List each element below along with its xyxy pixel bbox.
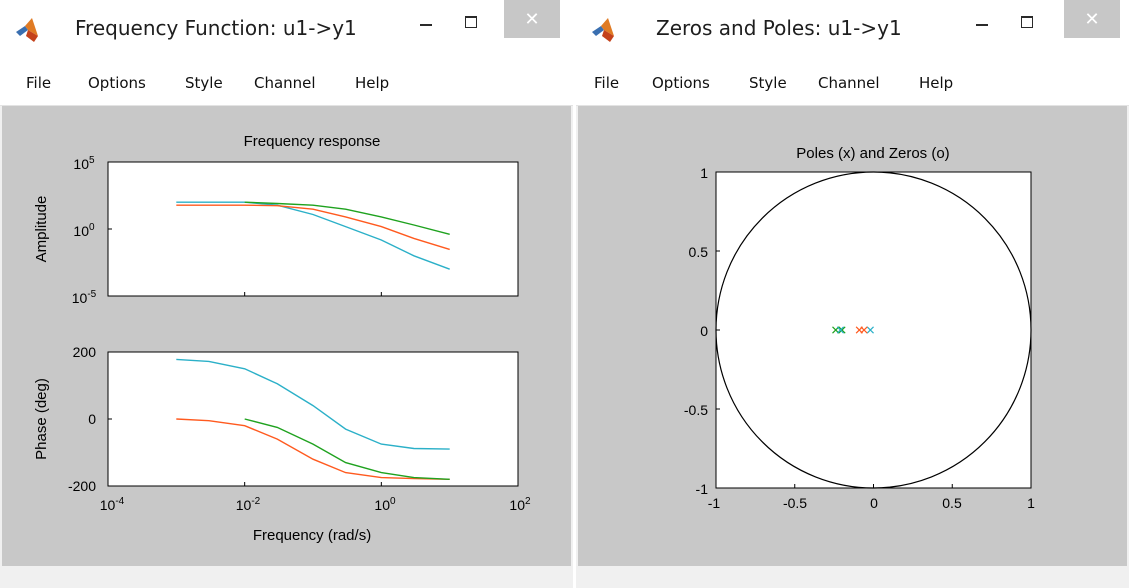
minimize-icon	[420, 24, 432, 26]
window-title: Frequency Function: u1->y1	[75, 16, 357, 40]
maximize-icon	[1021, 16, 1033, 28]
amplitude-axes	[107, 161, 519, 297]
xtick-label-1e0: 100	[374, 496, 396, 513]
close-button[interactable]: ✕	[504, 0, 560, 38]
matlab-logo-icon[interactable]	[14, 16, 42, 44]
pole-marker-1-1	[866, 326, 874, 334]
pz-ytick-label-neg1: -1	[696, 481, 709, 497]
matlab-logo-icon[interactable]	[590, 16, 618, 44]
pz-xtick-label-0.5: 0.5	[942, 495, 962, 511]
chart-title: Frequency response	[244, 133, 381, 150]
amplitude-series-group	[176, 201, 450, 270]
pole-marker-0-1	[838, 326, 846, 334]
amplitude-ytick-label-1e0: 100	[73, 222, 95, 239]
figure-area: Frequency response Amplitude 105 100 10-…	[2, 106, 571, 566]
amplitude-ytick-label-1e5: 105	[73, 155, 95, 172]
pz-axis-ticks	[715, 171, 1032, 489]
maximize-icon	[465, 16, 477, 28]
minimize-button[interactable]	[966, 10, 1000, 40]
amplitude-series-line-2	[244, 201, 450, 235]
pz-axes	[715, 171, 1032, 489]
menu-options[interactable]: Options	[88, 74, 146, 92]
pz-xtick-label-1: 1	[1027, 495, 1035, 511]
amplitude-ylabel: Amplitude	[33, 196, 50, 263]
unit-circle	[715, 171, 1032, 489]
title-bar[interactable]: Zeros and Poles: u1->y1 ✕	[576, 0, 1129, 62]
xtick-label-1e-4: 10-4	[100, 496, 125, 513]
menu-bar: File Options Style Channel Help	[576, 62, 1129, 106]
status-bar	[578, 566, 1127, 588]
pz-xtick-label-neg0.5: -0.5	[783, 495, 807, 511]
pz-ytick-label-0: 0	[700, 323, 708, 339]
menu-file[interactable]: File	[26, 74, 52, 92]
maximize-button[interactable]	[455, 10, 489, 40]
window-title: Zeros and Poles: u1->y1	[656, 16, 902, 40]
status-bar	[2, 566, 571, 588]
menu-options[interactable]: Options	[652, 74, 710, 92]
xtick-label-1e2: 102	[509, 496, 531, 513]
phase-ytick-label-200: 200	[73, 344, 97, 360]
pz-xtick-label-neg1: -1	[708, 495, 721, 511]
pole-marker-2-1	[860, 326, 868, 334]
zeros-poles-window: Zeros and Poles: u1->y1 ✕ File Options S…	[576, 0, 1129, 588]
phase-series-group	[176, 358, 450, 480]
close-button[interactable]: ✕	[1064, 0, 1120, 38]
menu-help[interactable]: Help	[919, 74, 954, 92]
phase-ylabel: Phase (deg)	[33, 378, 50, 460]
pz-ytick-label-neg0.5: -0.5	[684, 402, 708, 418]
minimize-button[interactable]	[410, 10, 444, 40]
amplitude-series-line-1	[176, 204, 450, 251]
title-bar[interactable]: Frequency Function: u1->y1 ✕	[0, 0, 573, 62]
close-icon: ✕	[1084, 8, 1100, 30]
chart-title: Poles (x) and Zeros (o)	[796, 145, 949, 162]
pz-xtick-label-0: 0	[870, 495, 878, 511]
phase-axes	[107, 351, 519, 487]
maximize-button[interactable]	[1011, 10, 1045, 40]
minimize-icon	[976, 24, 988, 26]
frequency-function-window: Frequency Function: u1->y1 ✕ File Option…	[0, 0, 573, 588]
menu-help[interactable]: Help	[355, 74, 390, 92]
menu-file[interactable]: File	[594, 74, 620, 92]
menu-style[interactable]: Style	[185, 74, 223, 92]
phase-series-line-1	[176, 418, 450, 480]
xtick-label-1e-2: 10-2	[236, 496, 261, 513]
phase-series-line-0	[176, 358, 450, 450]
frequency-xlabel: Frequency (rad/s)	[253, 527, 371, 544]
figure-area: Poles (x) and Zeros (o) 1 0.5 0 -0.5 -1 …	[578, 106, 1127, 566]
menu-style[interactable]: Style	[749, 74, 787, 92]
pz-marker-group	[832, 326, 874, 334]
close-icon: ✕	[524, 8, 540, 30]
amplitude-axis-ticks	[107, 161, 519, 297]
frequency-response-figure: Frequency response Amplitude 105 100 10-…	[33, 133, 531, 544]
menu-channel[interactable]: Channel	[254, 74, 316, 92]
pole-marker-1-0	[836, 326, 845, 334]
amplitude-ytick-label-1e-5: 10-5	[72, 289, 97, 306]
menu-channel[interactable]: Channel	[818, 74, 880, 92]
menu-bar: File Options Style Channel Help	[0, 62, 573, 106]
pz-ytick-label-1: 1	[700, 165, 708, 181]
poles-zeros-figure: Poles (x) and Zeros (o) 1 0.5 0 -0.5 -1 …	[684, 145, 1035, 511]
phase-ytick-label-0: 0	[88, 411, 96, 427]
phase-series-line-2	[244, 418, 450, 480]
pz-ytick-label-0.5: 0.5	[689, 244, 709, 260]
phase-axis-ticks	[107, 351, 519, 487]
phase-ytick-label-neg200: -200	[68, 478, 96, 494]
